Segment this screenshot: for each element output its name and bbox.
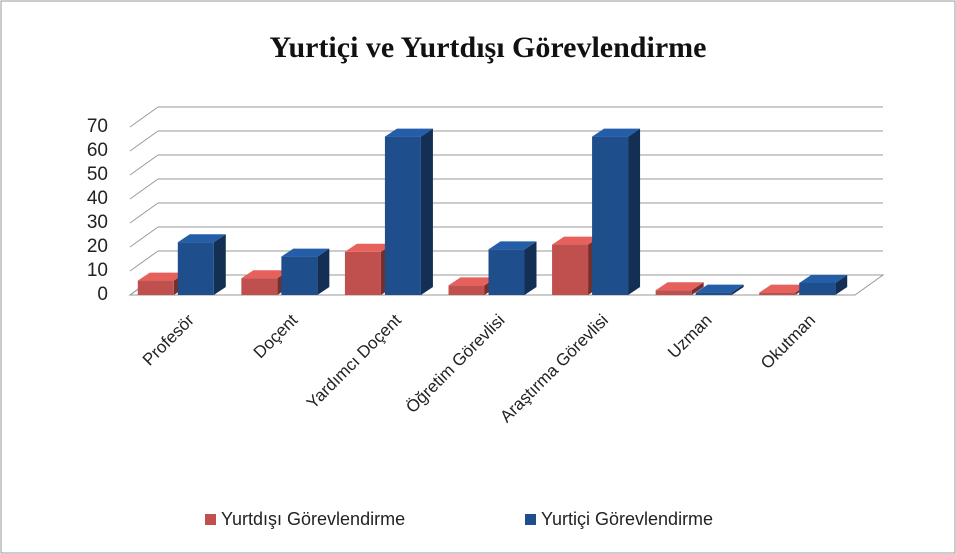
bar-top [384,128,433,137]
bar-top [552,236,601,245]
chart-title: Yurtiçi ve Yurtdışı Görevlendirme [270,31,707,64]
bar [177,234,226,295]
bar-top [281,248,330,257]
bar-front [695,292,732,295]
bar-front [281,256,318,295]
bar [655,282,704,295]
grid-line [129,154,159,176]
bar-side [691,282,704,295]
y-tick-label: 10 [87,260,108,281]
bar-front [177,242,214,295]
bar-front [799,283,836,295]
y-tick-label: 20 [87,236,108,257]
bar-front [344,251,381,295]
bar [281,248,330,295]
grid-line [129,130,159,152]
bar-front [448,285,485,295]
bar-top [695,284,744,293]
bar-side [213,234,226,295]
y-tick-label: 30 [87,212,108,233]
grid-line [129,202,159,224]
bar-top [241,270,290,279]
y-tick-label: 70 [87,116,108,137]
bar-front [488,249,525,295]
bar-front [241,278,278,295]
bar [695,284,744,295]
y-tick-label: 50 [87,164,108,185]
bar-front [552,244,589,295]
grid-line [129,250,159,272]
bar-top [592,128,641,137]
legend-label: Yurtiçi Görevlendirme [541,509,713,529]
bar-top [344,243,393,252]
bar-top [448,277,497,286]
bar-side [524,241,537,295]
bar-top [137,272,186,281]
bar [384,128,433,295]
y-tick-label: 0 [97,284,108,305]
y-tick-label: 40 [87,188,108,209]
grid-line [129,226,159,248]
bar-front [592,136,629,295]
grid-line [129,178,159,200]
bar-top [759,284,808,293]
legend-swatch [525,514,536,525]
bar-side [731,284,744,295]
bar-side [420,128,433,295]
bar-side [628,128,641,295]
bar-front [384,136,421,295]
bar-top [177,234,226,243]
bar-top [799,275,848,283]
bar [592,128,641,295]
legend-label: Yurtdışı Görevlendirme [221,509,405,529]
bar-front [137,280,174,295]
bar-side [317,248,330,295]
bar-top [655,282,704,291]
legend-swatch [205,514,216,525]
bar [488,241,537,295]
bar-front [759,292,796,295]
bar [799,275,848,295]
bar-side [835,275,848,295]
bar-front [655,290,692,295]
grid-line [129,106,159,128]
y-tick-label: 60 [87,140,108,161]
bar-top [488,241,537,250]
